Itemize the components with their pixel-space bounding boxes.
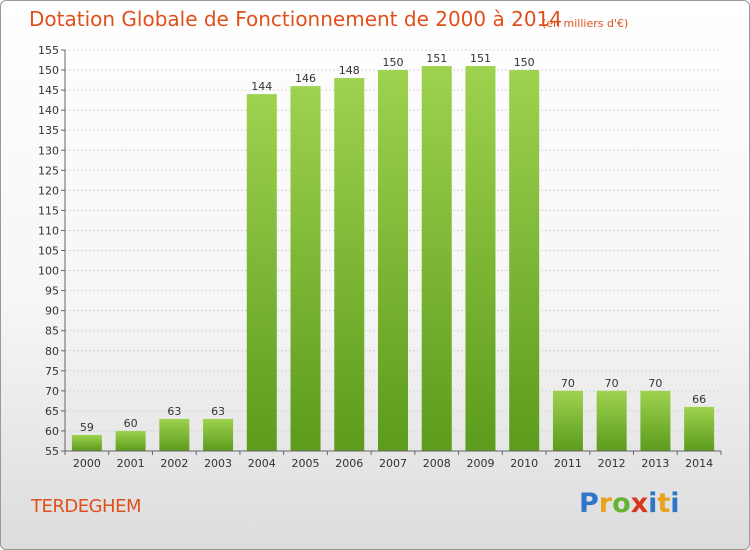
value-label: 63 — [211, 405, 225, 418]
value-label: 150 — [383, 56, 404, 69]
x-tick-label: 2008 — [423, 457, 451, 470]
value-label: 146 — [295, 72, 316, 85]
bar-2012 — [596, 390, 627, 451]
x-tick-label: 2002 — [160, 457, 188, 470]
bar-2003 — [203, 418, 234, 451]
y-tick-label: 110 — [38, 224, 59, 237]
x-tick-label: 2012 — [598, 457, 626, 470]
x-tick-label: 2014 — [685, 457, 713, 470]
value-label: 148 — [339, 64, 360, 77]
bar-2005 — [290, 86, 321, 451]
y-tick-label: 140 — [38, 104, 59, 117]
y-tick-label: 90 — [45, 305, 59, 318]
y-tick-label: 115 — [38, 204, 59, 217]
value-label: 144 — [251, 80, 272, 93]
y-tick-label: 155 — [38, 44, 59, 57]
bar-2000 — [71, 434, 102, 451]
value-label: 63 — [167, 405, 181, 418]
value-label: 70 — [561, 377, 575, 390]
value-label: 60 — [124, 417, 138, 430]
y-tick-label: 105 — [38, 245, 59, 258]
x-tick-label: 2006 — [335, 457, 363, 470]
y-tick-label: 130 — [38, 144, 59, 157]
value-label: 151 — [470, 52, 491, 65]
value-label: 70 — [605, 377, 619, 390]
proxiti-logo: Proxiti — [579, 488, 680, 519]
x-tick-label: 2001 — [117, 457, 145, 470]
y-tick-label: 85 — [45, 325, 59, 338]
x-tick-label: 2010 — [510, 457, 538, 470]
y-tick-label: 135 — [38, 124, 59, 137]
y-tick-label: 70 — [45, 385, 59, 398]
bar-2010 — [509, 70, 540, 452]
y-tick-label: 100 — [38, 265, 59, 278]
x-tick-label: 2000 — [73, 457, 101, 470]
bar-2007 — [378, 70, 408, 452]
y-tick-label: 150 — [38, 64, 59, 77]
y-tick-label: 55 — [45, 445, 59, 458]
value-label: 66 — [692, 393, 706, 406]
value-label: 70 — [648, 377, 662, 390]
y-tick-label: 75 — [45, 365, 59, 378]
chart-title: Dotation Globale de Fonctionnement de 20… — [29, 7, 562, 31]
y-tick-label: 60 — [45, 425, 59, 438]
x-tick-label: 2007 — [379, 457, 407, 470]
bar-2014 — [684, 406, 715, 451]
bar-2004 — [246, 94, 277, 452]
y-tick-label: 120 — [38, 184, 59, 197]
value-label: 59 — [80, 421, 94, 434]
x-tick-label: 2005 — [292, 457, 320, 470]
x-tick-label: 2003 — [204, 457, 232, 470]
x-tick-label: 2011 — [554, 457, 582, 470]
y-tick-label: 145 — [38, 84, 59, 97]
x-tick-label: 2013 — [641, 457, 669, 470]
bar-2009 — [465, 66, 496, 451]
bar-2013 — [640, 390, 671, 451]
bar-2002 — [159, 418, 190, 451]
value-label: 150 — [514, 56, 535, 69]
y-tick-label: 65 — [45, 405, 59, 418]
value-label: 151 — [426, 52, 447, 65]
y-tick-label: 95 — [45, 285, 59, 298]
bar-2001 — [115, 430, 146, 451]
bar-2006 — [334, 78, 365, 451]
bar-2008 — [421, 66, 452, 451]
chart-unit: (en milliers d'€) — [542, 17, 629, 30]
x-tick-label: 2004 — [248, 457, 276, 470]
x-tick-label: 2009 — [466, 457, 494, 470]
bar-2011 — [552, 390, 583, 451]
y-tick-label: 125 — [38, 164, 59, 177]
commune-name: TERDEGHEM — [31, 496, 142, 517]
y-tick-label: 80 — [45, 345, 59, 358]
